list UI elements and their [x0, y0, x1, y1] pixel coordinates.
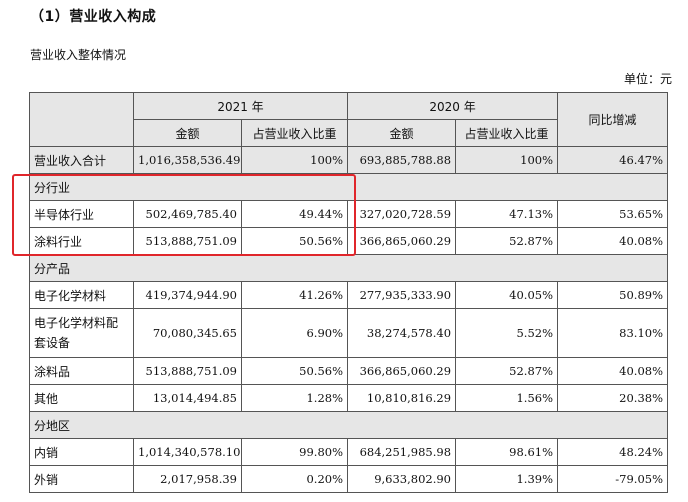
total-row: 营业收入合计 1,016,358,536.49 100% 693,885,788… — [29, 146, 669, 174]
row-label: 内销 — [29, 438, 134, 466]
share-2021: 0.20% — [240, 465, 349, 493]
table-row: 其他 13,014,494.85 1.28% 10,810,816.29 1.5… — [29, 384, 669, 412]
amount-2020: 38,274,578.40 — [347, 308, 457, 358]
row-label: 电子化学材料配套设备 — [29, 308, 134, 358]
amount-2020: 277,935,333.90 — [347, 281, 457, 309]
section-row-industry: 分行业 — [28, 173, 669, 201]
header-year-2020: 2020 年 — [347, 92, 559, 120]
yoy-change: 83.10% — [557, 308, 669, 358]
amount-2021: 513,888,751.09 — [133, 227, 242, 255]
amount-2020: 693,885,788.88 — [347, 146, 457, 174]
share-2020: 5.52% — [455, 308, 559, 358]
header-share-2020: 占营业收入比重 — [455, 119, 559, 147]
share-2020: 1.56% — [455, 384, 559, 412]
amount-2020: 366,865,060.29 — [347, 357, 457, 385]
yoy-change: 20.38% — [557, 384, 669, 412]
share-2021: 6.90% — [240, 308, 349, 358]
section-heading: （1）营业收入构成 — [30, 9, 157, 25]
table-row: 电子化学材料配套设备 70,080,345.65 6.90% 38,274,57… — [29, 308, 669, 358]
row-label: 涂料行业 — [29, 227, 134, 255]
share-2020: 98.61% — [455, 438, 559, 466]
amount-2021: 1,016,358,536.49 — [133, 146, 242, 174]
share-2020: 1.39% — [455, 465, 559, 493]
table-row: 半导体行业 502,469,785.40 49.44% 327,020,728.… — [29, 200, 669, 228]
row-label: 营业收入合计 — [29, 146, 134, 174]
header-amount-2021: 金额 — [133, 119, 242, 147]
row-label: 半导体行业 — [29, 200, 134, 228]
yoy-change: 48.24% — [557, 438, 669, 466]
share-2020: 47.13% — [455, 200, 559, 228]
share-2021: 41.26% — [240, 281, 349, 309]
amount-2020: 9,633,802.90 — [347, 465, 457, 493]
revenue-composition-table: 2021 年 2020 年 同比增减 金额 占营业收入比重 金额 占营业收入比重… — [28, 92, 669, 493]
header-yoy: 同比增减 — [557, 92, 669, 147]
share-2021: 50.56% — [240, 357, 349, 385]
yoy-change: 53.65% — [557, 200, 669, 228]
row-label: 电子化学材料 — [29, 281, 134, 309]
share-2021: 50.56% — [240, 227, 349, 255]
amount-2021: 419,374,944.90 — [133, 281, 242, 309]
subheading: 营业收入整体情况 — [30, 48, 127, 62]
share-2020: 40.05% — [455, 281, 559, 309]
table-row: 涂料行业 513,888,751.09 50.56% 366,865,060.2… — [29, 227, 669, 255]
yoy-change: -79.05% — [557, 465, 669, 493]
amount-2021: 502,469,785.40 — [133, 200, 242, 228]
yoy-change: 40.08% — [557, 357, 669, 385]
share-2021: 100% — [240, 146, 349, 174]
header-year-2021: 2021 年 — [132, 92, 349, 120]
amount-2021: 1,014,340,578.10 — [133, 438, 242, 466]
share-2020: 100% — [455, 146, 559, 174]
table-row: 内销 1,014,340,578.10 99.80% 684,251,985.9… — [29, 438, 669, 466]
share-2020: 52.87% — [455, 227, 559, 255]
amount-2021: 2,017,958.39 — [133, 465, 242, 493]
section-title: 分地区 — [28, 411, 669, 439]
amount-2020: 10,810,816.29 — [347, 384, 457, 412]
yoy-change: 50.89% — [557, 281, 669, 309]
amount-2020: 327,020,728.59 — [347, 200, 457, 228]
header-share-2021: 占营业收入比重 — [240, 119, 349, 147]
section-title: 分行业 — [28, 173, 669, 201]
amount-2021: 13,014,494.85 — [133, 384, 242, 412]
amount-2021: 70,080,345.65 — [133, 308, 242, 358]
share-2021: 49.44% — [240, 200, 349, 228]
amount-2020: 684,251,985.98 — [347, 438, 457, 466]
yoy-change: 40.08% — [557, 227, 669, 255]
share-2021: 99.80% — [240, 438, 349, 466]
table-row: 电子化学材料 419,374,944.90 41.26% 277,935,333… — [29, 281, 669, 309]
table-row: 外销 2,017,958.39 0.20% 9,633,802.90 1.39%… — [29, 465, 669, 493]
amount-2021: 513,888,751.09 — [133, 357, 242, 385]
share-2021: 1.28% — [240, 384, 349, 412]
row-label: 其他 — [29, 384, 134, 412]
table-row: 涂料品 513,888,751.09 50.56% 366,865,060.29… — [29, 357, 669, 385]
section-row-region: 分地区 — [28, 411, 669, 439]
header-row-years: 2021 年 2020 年 同比增减 — [29, 92, 669, 147]
section-title: 分产品 — [28, 254, 669, 282]
header-row-columns: 金额 占营业收入比重 金额 占营业收入比重 — [30, 119, 668, 147]
amount-2020: 366,865,060.29 — [347, 227, 457, 255]
yoy-change: 46.47% — [557, 146, 669, 174]
share-2020: 52.87% — [455, 357, 559, 385]
header-blank-cell — [29, 92, 134, 147]
section-row-product: 分产品 — [28, 254, 669, 282]
header-amount-2020: 金额 — [347, 119, 457, 147]
row-label: 涂料品 — [29, 357, 134, 385]
row-label: 外销 — [29, 465, 134, 493]
unit-label: 单位：元 — [623, 72, 672, 86]
